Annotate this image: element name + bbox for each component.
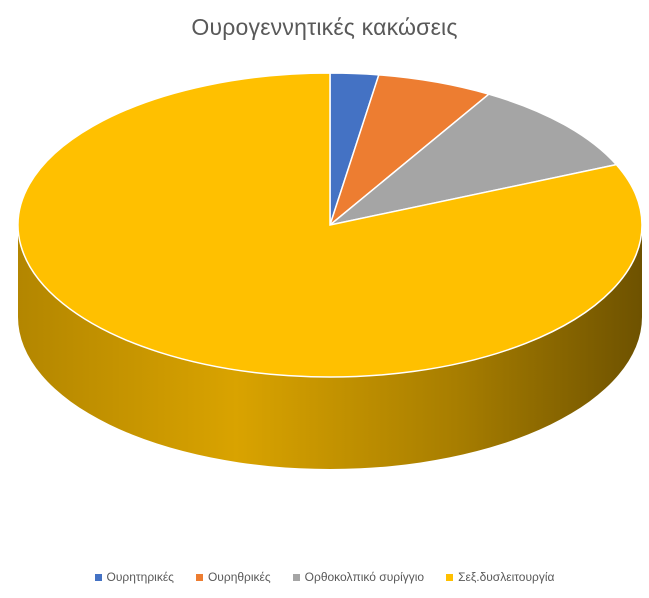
legend-item-rectovaginal-fistula: Ορθοκολπικό συρίγγιο — [292, 570, 425, 584]
legend-label-rectovaginal-fistula: Ορθοκολπικό συρίγγιο — [304, 570, 425, 584]
legend-swatch-rectovaginal-fistula — [292, 573, 300, 581]
legend-item-ureteral: Ουρητηρικές — [94, 570, 174, 584]
pie-slice-3 — [17, 72, 643, 378]
legend-label-ureteral: Ουρητηρικές — [106, 570, 174, 584]
pie-side-layer — [18, 225, 642, 469]
chart-title: Ουρογεννητικές κακώσεις — [191, 14, 458, 40]
legend-swatch-sexual-dysfunction — [446, 573, 454, 581]
legend-item-sexual-dysfunction: Σεξ.δυσλειτουργία — [446, 570, 554, 584]
pie-top-layer — [17, 72, 643, 378]
legend-label-urethral: Ουρηθρικές — [207, 570, 271, 584]
legend-swatch-urethral — [195, 573, 203, 581]
legend-swatch-ureteral — [94, 573, 102, 581]
legend-item-urethral: Ουρηθρικές — [195, 570, 271, 584]
legend: Ουρητηρικές Ουρηθρικές Ορθοκολπικό συρίγ… — [0, 570, 649, 584]
legend-label-sexual-dysfunction: Σεξ.δυσλειτουργία — [458, 570, 555, 584]
pie-slice-2 — [329, 93, 618, 226]
pie-slice-side-3 — [18, 225, 642, 469]
